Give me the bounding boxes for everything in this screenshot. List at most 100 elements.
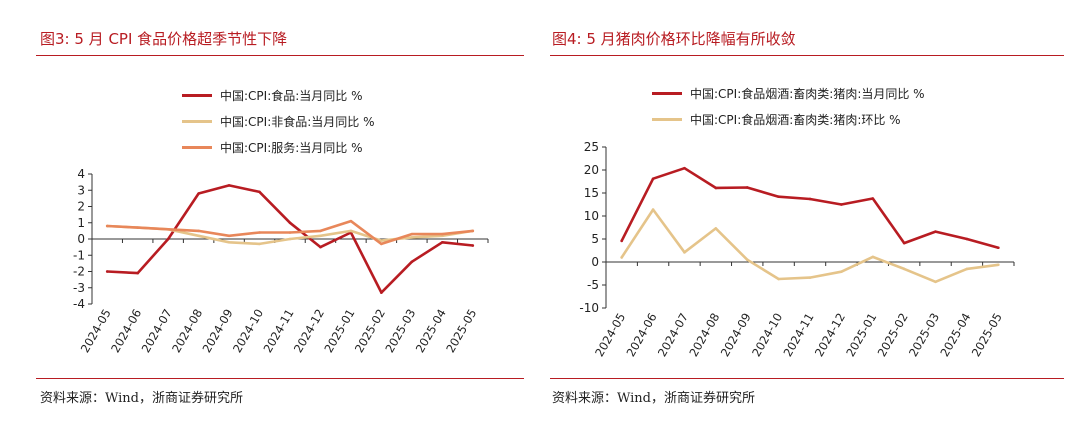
data-point [683, 251, 686, 254]
data-point [105, 224, 109, 228]
data-point [777, 195, 780, 198]
data-point [934, 230, 937, 233]
y-tick-label: 3 [77, 183, 85, 197]
figure-title: 图3: 5 月 CPI 食品价格超季节性下降 [40, 30, 288, 48]
data-point [380, 291, 383, 294]
data-point [136, 271, 139, 275]
source-rule [36, 378, 524, 379]
data-point [258, 231, 261, 234]
data-point [288, 221, 292, 225]
data-point [745, 258, 749, 262]
legend-item: 中国:CPI:服务:当月同比 % [182, 134, 375, 160]
legend-label: 中国:CPI:食品烟酒:畜肉类:猪肉:环比 % [690, 112, 901, 127]
legend-label: 中国:CPI:服务:当月同比 % [220, 140, 363, 155]
y-tick-label: -4 [73, 297, 85, 311]
legend-item: 中国:CPI:食品:当月同比 % [182, 82, 375, 108]
data-point [288, 231, 292, 234]
data-point [441, 232, 444, 236]
data-point [319, 234, 322, 238]
data-point [197, 229, 200, 233]
y-tick-label: 10 [584, 209, 599, 223]
legend-item: 中国:CPI:非食品:当月同比 % [182, 108, 375, 134]
legend-swatch [182, 93, 212, 97]
data-point [349, 229, 353, 233]
title-rule [36, 55, 524, 56]
y-tick-label: -3 [73, 281, 85, 295]
data-point [197, 234, 200, 238]
y-tick-label: 0 [77, 232, 85, 246]
series-line [620, 208, 1000, 284]
legend-swatch [652, 117, 682, 121]
legend-item: 中国:CPI:食品烟酒:畜肉类:猪肉:环比 % [652, 106, 925, 132]
data-point [410, 236, 414, 239]
data-point [871, 197, 875, 200]
legend: 中国:CPI:食品:当月同比 % 中国:CPI:非食品:当月同比 % 中国:CP… [182, 82, 375, 160]
data-point [105, 270, 109, 273]
data-point [997, 263, 1000, 267]
data-point [651, 208, 655, 211]
y-tick-label: 25 [584, 140, 599, 154]
line-chart-pork: -10-505101520252024-052024-062024-072024… [579, 140, 1015, 359]
data-point [997, 246, 1000, 250]
data-point [808, 276, 812, 279]
data-point [651, 177, 655, 181]
data-point [714, 186, 718, 190]
data-point [227, 234, 231, 238]
data-point [258, 242, 261, 246]
data-point [745, 186, 749, 189]
y-tick-label: 20 [584, 163, 599, 177]
series-line [620, 166, 1000, 249]
data-point [380, 239, 383, 242]
source-note: 资料来源：Wind，浙商证券研究所 [40, 391, 243, 406]
y-tick-label: 1 [77, 216, 85, 230]
legend-swatch [652, 91, 682, 95]
line-chart-cpi: -4-3-2-1012342024-052024-062024-072024-0… [73, 167, 489, 355]
chart-panel-right: 图4: 5 月猪肉价格环比降幅有所收敛 -10 -5 0 5 10 15 20 25 2024-… [540, 0, 1080, 439]
data-point [840, 203, 843, 206]
data-point [620, 256, 623, 259]
legend-label: 中国:CPI:食品:当月同比 % [220, 88, 363, 103]
data-point [902, 241, 906, 245]
title-rule [550, 55, 1064, 56]
data-point [349, 219, 353, 223]
data-point [410, 260, 414, 264]
data-point [197, 192, 200, 195]
data-point [227, 184, 231, 187]
y-tick-label: 2 [77, 200, 85, 214]
data-point [258, 190, 261, 194]
y-tick-label: -1 [73, 248, 85, 262]
legend-swatch [182, 145, 212, 149]
source-rule [550, 378, 1064, 379]
y-tick-label: -2 [73, 265, 85, 279]
y-tick-label: -10 [579, 301, 599, 315]
data-point [965, 237, 969, 241]
legend-label: 中国:CPI:食品烟酒:畜肉类:猪肉:当月同比 % [690, 86, 925, 101]
data-point [714, 227, 718, 230]
legend-label: 中国:CPI:非食品:当月同比 % [220, 114, 375, 129]
data-point [471, 229, 475, 233]
source-note: 资料来源：Wind，浙商证券研究所 [552, 391, 755, 406]
data-point [136, 226, 139, 229]
legend-item: 中国:CPI:食品烟酒:畜肉类:猪肉:当月同比 % [652, 80, 925, 106]
data-point [380, 242, 383, 246]
data-point [166, 227, 170, 231]
data-point [902, 267, 906, 271]
data-point [777, 277, 780, 281]
legend-swatch [182, 119, 212, 123]
legend: 中国:CPI:食品烟酒:畜肉类:猪肉:当月同比 % 中国:CPI:食品烟酒:畜肉… [652, 80, 925, 132]
data-point [840, 270, 843, 273]
y-tick-label: 4 [77, 167, 85, 181]
data-point [871, 255, 875, 259]
chart-panel-left: 图3: 5 月 CPI 食品价格超季节性下降 -4 -3 -2 -1 0 1 2 3 4 2024… [36, 30, 524, 406]
y-tick-label: 5 [591, 232, 599, 246]
figure-title: 图4: 5 月猪肉价格环比降幅有所收敛 [552, 30, 796, 48]
data-point [227, 240, 231, 244]
data-point [471, 244, 475, 247]
data-point [808, 197, 812, 201]
data-point [288, 237, 292, 241]
data-point [620, 239, 623, 243]
data-point [410, 232, 414, 236]
data-point [965, 267, 969, 271]
data-point [441, 240, 444, 244]
data-point [683, 166, 686, 170]
